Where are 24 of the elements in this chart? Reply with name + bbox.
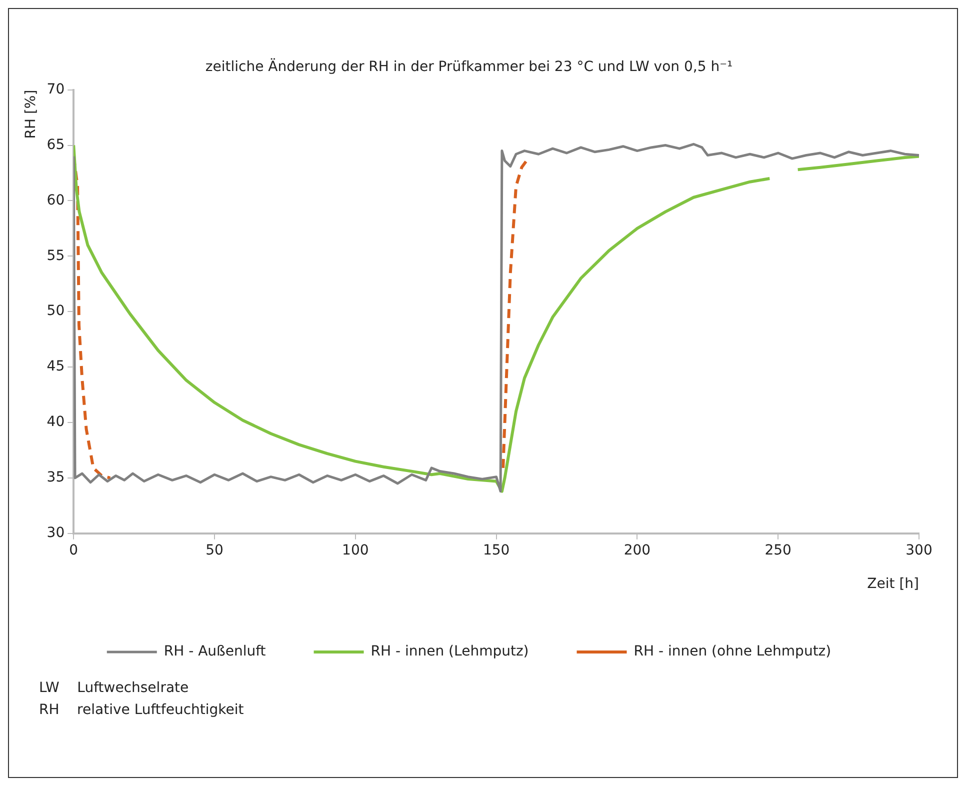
text: RH relative Luftfeuchtigkeit [39,701,245,720]
x-tick-label: 100 [342,542,369,558]
x-axis-title: Zeit [h] [867,576,919,592]
text: LW Luftwechselrate [39,679,190,698]
y-tick-label: 60 [46,192,65,208]
y-axis-title: RH [%] [23,90,40,139]
legend-label: RH - Außenluft [164,644,266,660]
y-tick-label: 55 [46,248,65,264]
x-tick-label: 200 [624,542,651,558]
legend-label: RH - innen (ohne Lehmputz) [634,644,832,660]
x-tick-label: 250 [764,542,792,558]
y-tick-label: 70 [46,81,65,98]
y-tick-label: 45 [46,358,65,375]
legend-label: RH - innen (Lehmputz) [370,644,529,660]
y-tick-label: 30 [46,525,65,542]
y-tick-label: 40 [46,414,65,430]
x-tick-label: 50 [206,542,224,558]
chart-title: zeitliche Änderung der RH in der Prüfkammer bei 23 °C und LW von 0,5 h⁻¹ [205,58,733,76]
x-tick-label: 0 [69,542,78,558]
x-tick-label: 300 [906,542,932,558]
y-tick-label: 65 [46,136,65,153]
y-tick-label: 35 [46,470,65,486]
y-tick-label: 50 [46,303,65,320]
x-tick-label: 150 [482,542,510,558]
